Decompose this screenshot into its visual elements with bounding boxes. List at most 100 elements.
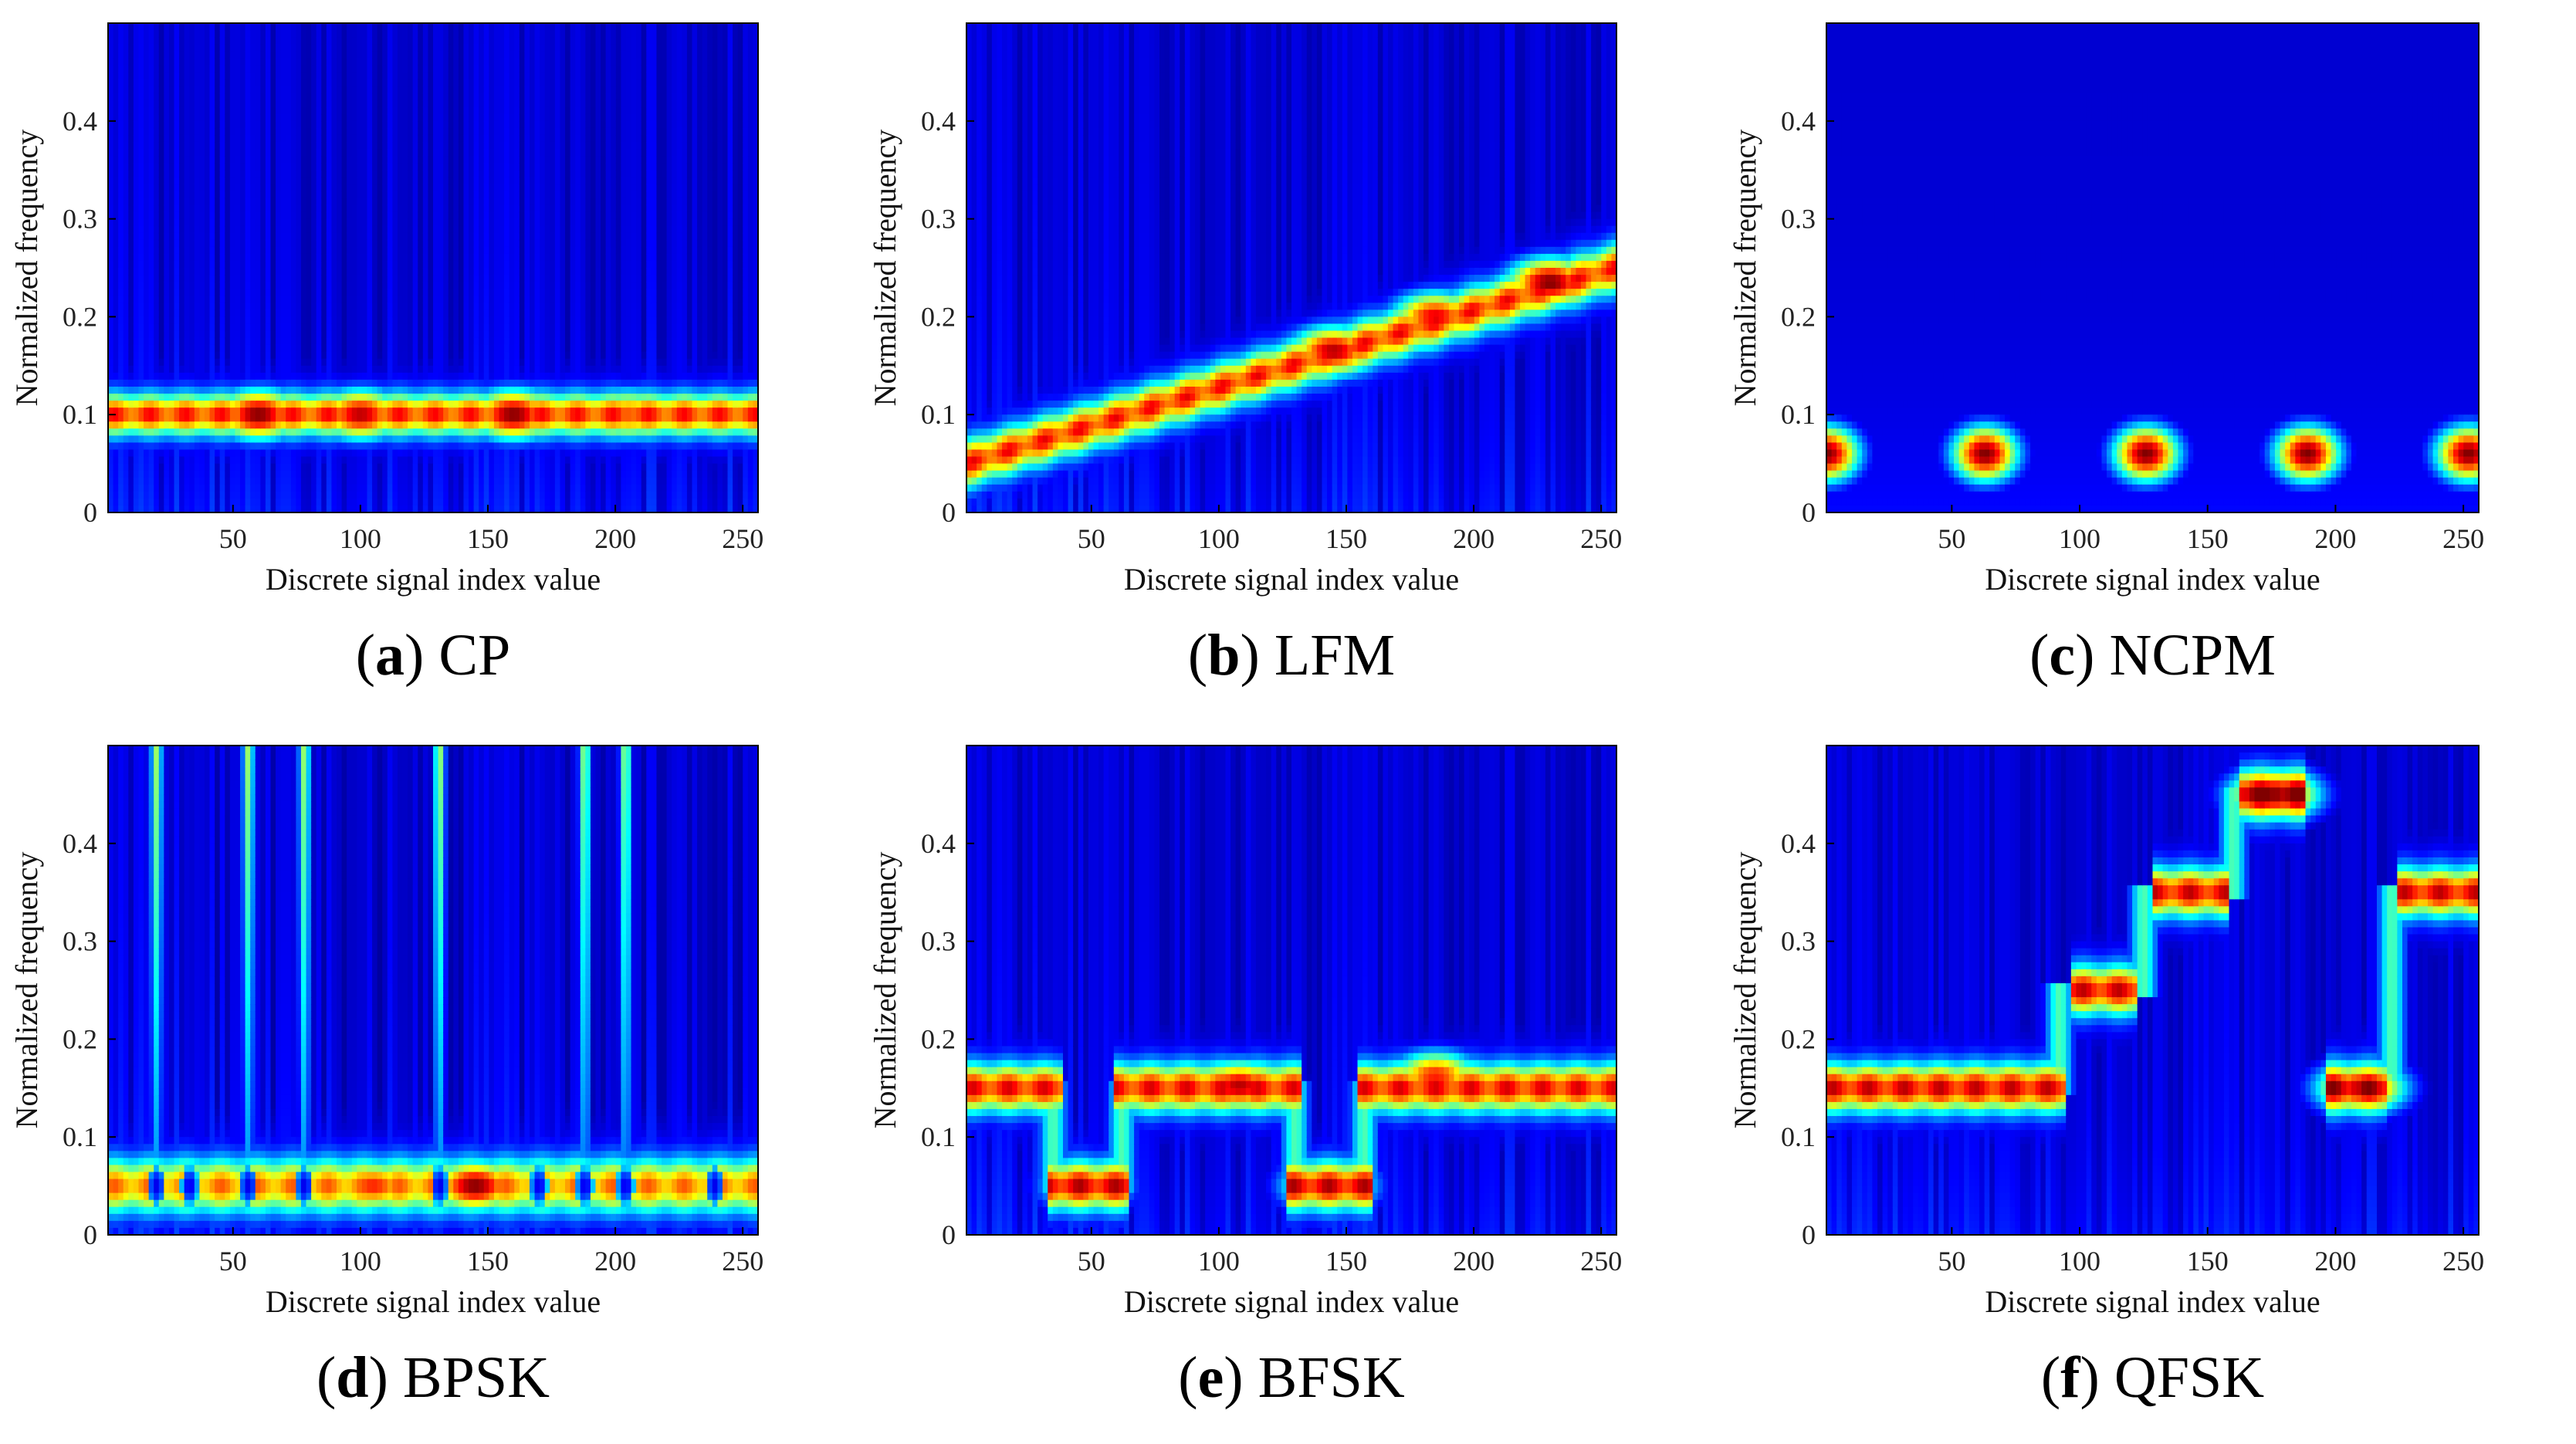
heatmap-cell (199, 127, 205, 136)
heatmap-cell (158, 191, 165, 199)
heatmap-cell (219, 351, 226, 360)
heatmap-cell (128, 275, 134, 282)
heatmap-cell (326, 379, 333, 387)
heatmap-cell (418, 100, 424, 108)
heatmap-cell (397, 79, 404, 87)
heatmap-cell (412, 232, 419, 241)
heatmap-cell (357, 309, 363, 318)
heatmap-cell (245, 289, 251, 297)
heatmap-cell (245, 316, 251, 325)
heatmap-cell (138, 218, 144, 227)
heatmap-cell (158, 372, 165, 380)
heatmap-cell (260, 232, 266, 241)
heatmap-cell (225, 205, 231, 213)
heatmap-cell (382, 477, 388, 485)
heatmap-cell (179, 120, 185, 129)
heatmap-cell (225, 401, 231, 408)
heatmap-cell (453, 484, 459, 492)
heatmap-cell (316, 218, 323, 227)
heatmap-cell (331, 232, 337, 241)
heatmap-cell (280, 107, 287, 115)
heatmap-cell (306, 330, 312, 339)
heatmap-cell (397, 498, 404, 506)
heatmap-cell (158, 198, 165, 206)
heatmap-cell (265, 127, 272, 136)
heatmap-cell (311, 386, 317, 394)
heatmap-cell (148, 23, 155, 31)
heatmap-cell (164, 58, 170, 66)
heatmap-cell (443, 323, 449, 332)
heatmap-cell (453, 316, 459, 325)
heatmap-cell (255, 414, 262, 423)
heatmap-cell (225, 198, 231, 206)
heatmap-cell (276, 113, 282, 122)
heatmap-cell (250, 386, 256, 394)
heatmap-cell (225, 239, 231, 248)
heatmap-cell (448, 72, 455, 80)
heatmap-cell (265, 463, 272, 472)
heatmap-cell (255, 218, 262, 227)
heatmap-cell (286, 344, 292, 353)
heatmap-cell (347, 330, 353, 339)
heatmap-cell (276, 156, 282, 164)
heatmap-cell (341, 184, 347, 192)
heatmap-cell (408, 379, 414, 387)
heatmap-cell (219, 470, 226, 479)
heatmap-cell (402, 428, 408, 437)
heatmap-cell (209, 72, 215, 80)
heatmap-cell (361, 498, 368, 506)
heatmap-cell (422, 421, 429, 430)
heatmap-cell (174, 44, 180, 52)
heatmap-cell (215, 358, 221, 367)
heatmap-cell (397, 442, 404, 451)
heatmap-cell (372, 239, 378, 248)
heatmap-cell (148, 170, 155, 178)
heatmap-cell (377, 309, 384, 318)
heatmap-cell (158, 23, 165, 31)
heatmap-cell (300, 505, 307, 513)
heatmap-cell (367, 275, 373, 282)
heatmap-cell (337, 275, 343, 282)
heatmap-cell (189, 177, 195, 185)
heatmap-cell (235, 372, 241, 380)
heatmap-cell (321, 379, 327, 387)
heatmap-cell (387, 232, 394, 241)
heatmap-cell (199, 296, 205, 304)
heatmap-cell (296, 205, 302, 213)
heatmap-cell (128, 184, 134, 192)
heatmap-cell (286, 218, 292, 227)
heatmap-cell (290, 449, 297, 458)
heatmap-cell (209, 330, 215, 339)
heatmap-cell (204, 253, 211, 262)
heatmap-cell (463, 428, 469, 437)
heatmap-cell (311, 282, 317, 289)
heatmap-cell (433, 65, 439, 73)
heatmap-cell (443, 289, 449, 297)
heatmap-cell (316, 134, 323, 143)
heatmap-cell (361, 505, 368, 513)
heatmap-cell (250, 401, 256, 408)
heatmap-cell (392, 289, 398, 297)
heatmap-cell (412, 65, 419, 73)
heatmap-cell (382, 456, 388, 465)
heatmap-cell (189, 253, 195, 262)
heatmap-cell (229, 65, 236, 73)
heatmap-cell (265, 141, 272, 150)
heatmap-cell (144, 386, 150, 394)
heatmap-cell (337, 23, 343, 31)
heatmap-cell (326, 470, 333, 479)
heatmap-cell (118, 296, 124, 304)
heatmap-cell (347, 337, 353, 346)
heatmap-cell (276, 337, 282, 346)
heatmap-cell (311, 100, 317, 108)
heatmap-cell (337, 442, 343, 451)
heatmap-cell (158, 386, 165, 394)
heatmap-cell (433, 330, 439, 339)
heatmap-cell (158, 177, 165, 185)
heatmap-cell (189, 58, 195, 66)
heatmap-cell (148, 44, 155, 52)
heatmap-cell (148, 86, 155, 94)
heatmap-cell (402, 477, 408, 485)
heatmap-cell (144, 58, 150, 66)
heatmap-cell (225, 58, 231, 66)
